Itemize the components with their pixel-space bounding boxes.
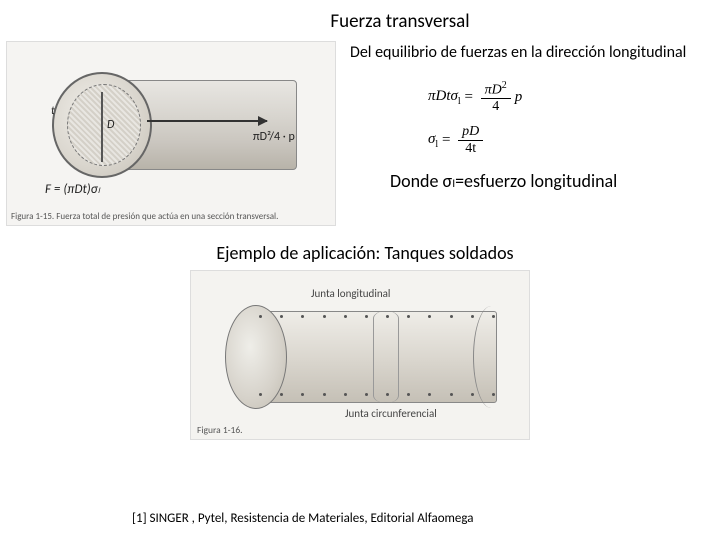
equation-block: πDtσl = πD2 4 p σl = pD 4t xyxy=(428,80,720,156)
diameter-label: D xyxy=(107,118,114,132)
axis-arrow xyxy=(147,120,267,122)
equals-sign: = xyxy=(461,89,477,106)
eq2-numerator: pD xyxy=(458,124,483,140)
eq2-denominator: 4t xyxy=(461,141,480,156)
equation-1: πDtσl = πD2 4 p xyxy=(428,80,720,114)
cylinder-inner-wall xyxy=(67,84,141,166)
figure-transversal: D t πD²/4 · p F = (πDt)σₗ Figura 1-15. F… xyxy=(6,41,336,226)
figure2-caption: Figura 1-16. xyxy=(197,424,243,436)
eq2-lhs: σl xyxy=(428,131,438,150)
eq1-rhs: p xyxy=(515,89,523,106)
eq1-rhs-text: p xyxy=(515,89,523,105)
rivets-bottom-row xyxy=(259,393,495,399)
page-title: Fuerza transversal xyxy=(0,0,720,33)
eq2-fraction: pD 4t xyxy=(458,124,483,156)
equals-sign-2: = xyxy=(438,132,454,149)
eq1-lhs-text: πDtσ xyxy=(428,88,458,104)
reference-citation: [1] SINGER , Pytel, Resistencia de Mater… xyxy=(132,511,474,526)
figure-tank: Junta longitudinal Junta circunferencial… xyxy=(190,270,530,440)
rivets-top-row xyxy=(259,315,495,321)
eq1-lhs: πDtσl xyxy=(428,88,461,107)
label-junta-longitudinal: Junta longitudinal xyxy=(311,287,390,300)
donde-text: Donde σₗ=esfuerzo longitudinal xyxy=(390,170,720,192)
eq1-superscript: 2 xyxy=(502,80,507,91)
eq1-num-text: πD xyxy=(485,83,502,98)
diameter-line xyxy=(101,92,103,162)
label-junta-circunferencial: Junta circunferencial xyxy=(345,407,437,420)
right-column: Del equilibrio de fuerzas en la direcció… xyxy=(336,41,720,226)
eq1-numerator: πD2 xyxy=(481,80,511,99)
eq2-num-text: pD xyxy=(462,124,479,139)
eq1-denominator: 4 xyxy=(488,99,503,114)
eq1-fraction: πD2 4 xyxy=(481,80,511,114)
force-formula-label: F = (πDt)σₗ xyxy=(45,182,100,197)
top-row: D t πD²/4 · p F = (πDt)σₗ Figura 1-15. F… xyxy=(0,41,720,226)
ejemplo-heading: Ejemplo de aplicación: Tanques soldados xyxy=(0,242,720,264)
equation-2: σl = pD 4t xyxy=(428,124,720,156)
equilibrium-subtitle: Del equilibrio de fuerzas en la direcció… xyxy=(350,43,720,62)
pressure-formula-label: πD²/4 · p xyxy=(253,130,295,144)
thickness-label: t xyxy=(51,104,55,117)
figure1-caption: Figura 1-15. Fuerza total de presión que… xyxy=(11,211,278,222)
tank-circumferential-seam xyxy=(373,311,399,403)
